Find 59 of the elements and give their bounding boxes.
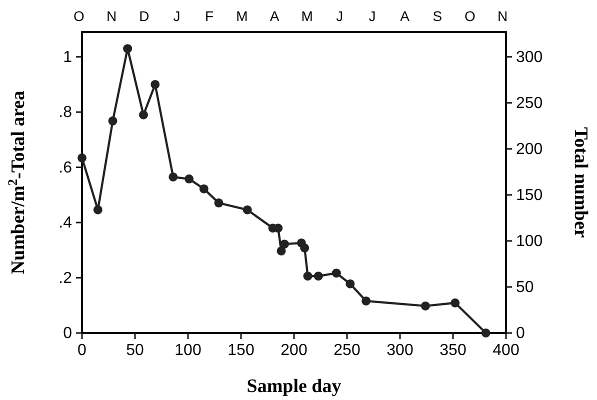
text: D bbox=[139, 8, 150, 24]
y-tick-label: .8 bbox=[58, 104, 72, 122]
point bbox=[168, 172, 178, 182]
point bbox=[199, 184, 208, 194]
text: J bbox=[368, 8, 376, 24]
point bbox=[450, 298, 460, 308]
point bbox=[242, 205, 252, 214]
text: A bbox=[270, 8, 280, 24]
text: M bbox=[236, 8, 248, 24]
y-tick-label: .2 bbox=[58, 270, 72, 287]
x-tick-label: 150 bbox=[228, 342, 254, 359]
x-tick-label: 50 bbox=[126, 342, 144, 359]
point bbox=[184, 174, 194, 184]
y-tick-label: 0 bbox=[63, 325, 72, 342]
point bbox=[362, 296, 371, 306]
point bbox=[78, 153, 86, 162]
text: A bbox=[400, 8, 410, 24]
y2-tick-label: 50 bbox=[516, 278, 534, 296]
point bbox=[276, 246, 286, 256]
x-tick-label: 350 bbox=[440, 342, 466, 359]
point bbox=[150, 80, 160, 89]
point bbox=[93, 205, 102, 214]
text: J bbox=[336, 8, 344, 24]
text: M bbox=[301, 8, 313, 24]
x-tick-label: 400 bbox=[492, 342, 520, 359]
point bbox=[123, 44, 132, 54]
x-axis-title: Sample day bbox=[246, 376, 342, 397]
y2-tick-label: 250 bbox=[516, 94, 543, 112]
y-tick-label: 1 bbox=[63, 48, 72, 66]
text: N bbox=[497, 8, 508, 24]
point bbox=[300, 243, 310, 252]
point bbox=[481, 328, 490, 338]
point bbox=[138, 110, 148, 120]
x-tick-label: 250 bbox=[334, 342, 360, 359]
point bbox=[303, 272, 312, 281]
x-tick-label: 0 bbox=[78, 342, 87, 359]
y-tick-label: .6 bbox=[58, 159, 72, 176]
y2-tick-label: 300 bbox=[516, 48, 543, 66]
y-tick-label: .4 bbox=[58, 214, 72, 232]
point bbox=[314, 272, 323, 281]
text: O bbox=[74, 8, 85, 24]
text: S bbox=[432, 8, 442, 24]
x-tick-label: 300 bbox=[386, 342, 414, 359]
x-tick-label: 100 bbox=[174, 342, 202, 359]
point bbox=[214, 198, 224, 208]
text: N bbox=[106, 8, 117, 24]
point bbox=[420, 301, 430, 310]
x-tick-label: 200 bbox=[280, 342, 308, 359]
point bbox=[346, 279, 355, 288]
y2-axis-title: Total number bbox=[570, 127, 591, 238]
y2-tick-label: 100 bbox=[516, 232, 543, 250]
text: J bbox=[173, 8, 180, 24]
text: O bbox=[464, 8, 476, 24]
y2-tick-label: 0 bbox=[516, 325, 525, 342]
y2-tick-label: 200 bbox=[516, 140, 543, 158]
text: F bbox=[205, 8, 214, 24]
y2-tick-label: 150 bbox=[516, 186, 543, 204]
point bbox=[332, 268, 341, 278]
point bbox=[108, 116, 118, 126]
